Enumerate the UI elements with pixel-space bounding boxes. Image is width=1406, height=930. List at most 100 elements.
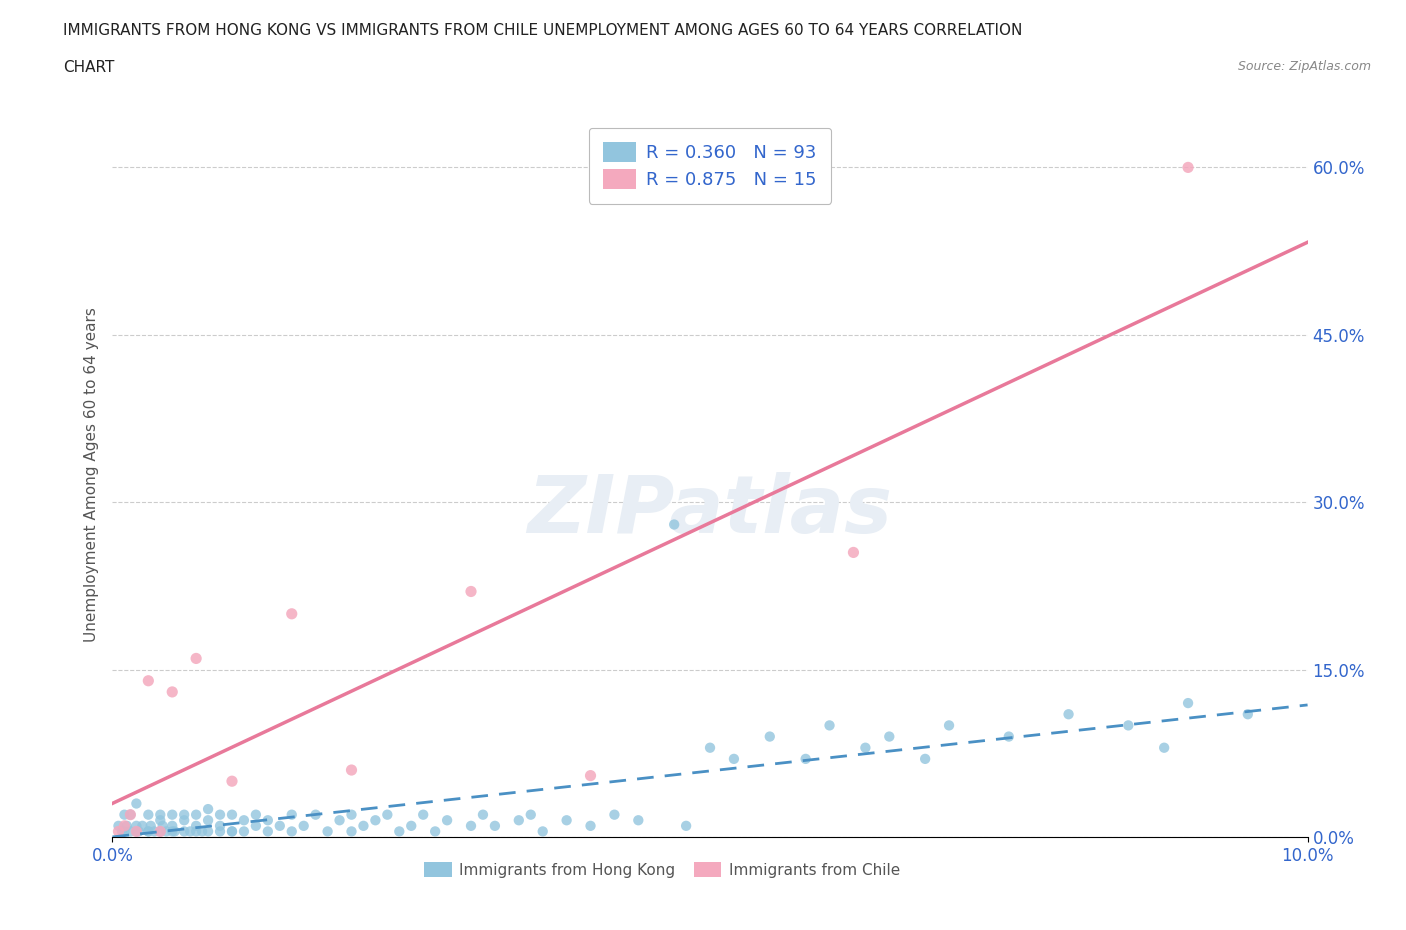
Point: [143, 824, 166, 839]
Point: [149, 824, 172, 839]
Point: [1177, 160, 1199, 175]
Point: [162, 818, 183, 833]
Point: [340, 807, 363, 822]
Legend: Immigrants from Hong Kong, Immigrants from Chile: Immigrants from Hong Kong, Immigrants fr…: [418, 856, 907, 884]
Point: [998, 729, 1021, 744]
Point: [353, 818, 375, 833]
Point: [186, 818, 208, 833]
Point: [257, 813, 280, 828]
Point: [460, 584, 482, 599]
Point: [111, 824, 134, 839]
Point: [138, 673, 160, 688]
Point: [305, 807, 328, 822]
Point: [162, 824, 183, 839]
Point: [794, 751, 817, 766]
Point: [281, 807, 304, 822]
Point: [1118, 718, 1140, 733]
Point: [173, 807, 195, 822]
Point: [257, 824, 280, 839]
Point: [162, 807, 183, 822]
Point: [579, 818, 602, 833]
Point: [221, 824, 243, 839]
Point: [759, 729, 782, 744]
Point: [125, 818, 148, 833]
Point: [484, 818, 506, 833]
Point: [579, 768, 602, 783]
Point: [125, 824, 148, 839]
Point: [173, 813, 195, 828]
Point: [186, 824, 208, 839]
Point: [555, 813, 578, 828]
Point: [699, 740, 721, 755]
Point: [938, 718, 960, 733]
Point: [603, 807, 626, 822]
Point: [329, 813, 352, 828]
Point: [221, 824, 243, 839]
Point: [120, 807, 142, 822]
Point: [115, 818, 138, 833]
Point: [364, 813, 387, 828]
Point: [114, 818, 135, 833]
Point: [377, 807, 399, 822]
Point: [401, 818, 423, 833]
Point: [162, 684, 183, 699]
Point: [292, 818, 315, 833]
Point: [152, 818, 174, 833]
Point: [107, 824, 129, 839]
Point: [138, 824, 160, 839]
Point: [842, 545, 865, 560]
Point: [340, 824, 363, 839]
Point: [316, 824, 339, 839]
Point: [340, 763, 363, 777]
Point: [120, 824, 142, 839]
Point: [107, 818, 129, 833]
Point: [197, 824, 219, 839]
Point: [281, 824, 304, 839]
Point: [281, 606, 304, 621]
Point: [914, 751, 936, 766]
Text: CHART: CHART: [63, 60, 115, 75]
Point: [425, 824, 447, 839]
Point: [139, 818, 162, 833]
Point: [209, 807, 232, 822]
Point: [245, 818, 267, 833]
Point: [209, 818, 232, 833]
Point: [233, 813, 256, 828]
Point: [125, 796, 148, 811]
Text: ZIPatlas: ZIPatlas: [527, 472, 893, 550]
Point: [149, 824, 172, 839]
Point: [191, 824, 214, 839]
Point: [138, 807, 160, 822]
Point: [1177, 696, 1199, 711]
Point: [520, 807, 543, 822]
Point: [233, 824, 256, 839]
Point: [186, 651, 208, 666]
Y-axis label: Unemployment Among Ages 60 to 64 years: Unemployment Among Ages 60 to 64 years: [83, 307, 98, 642]
Point: [120, 807, 142, 822]
Point: [186, 807, 208, 822]
Point: [412, 807, 434, 822]
Point: [197, 813, 219, 828]
Point: [173, 824, 195, 839]
Point: [1057, 707, 1080, 722]
Point: [508, 813, 530, 828]
Point: [149, 807, 172, 822]
Point: [245, 807, 267, 822]
Point: [179, 824, 201, 839]
Point: [664, 517, 686, 532]
Point: [855, 740, 877, 755]
Point: [818, 718, 841, 733]
Point: [114, 824, 135, 839]
Point: [879, 729, 901, 744]
Point: [128, 824, 150, 839]
Text: IMMIGRANTS FROM HONG KONG VS IMMIGRANTS FROM CHILE UNEMPLOYMENT AMONG AGES 60 TO: IMMIGRANTS FROM HONG KONG VS IMMIGRANTS …: [63, 23, 1022, 38]
Point: [1237, 707, 1260, 722]
Point: [138, 824, 160, 839]
Point: [221, 774, 243, 789]
Point: [209, 824, 232, 839]
Point: [221, 807, 243, 822]
Point: [472, 807, 495, 822]
Point: [723, 751, 745, 766]
Point: [163, 824, 186, 839]
Point: [125, 824, 148, 839]
